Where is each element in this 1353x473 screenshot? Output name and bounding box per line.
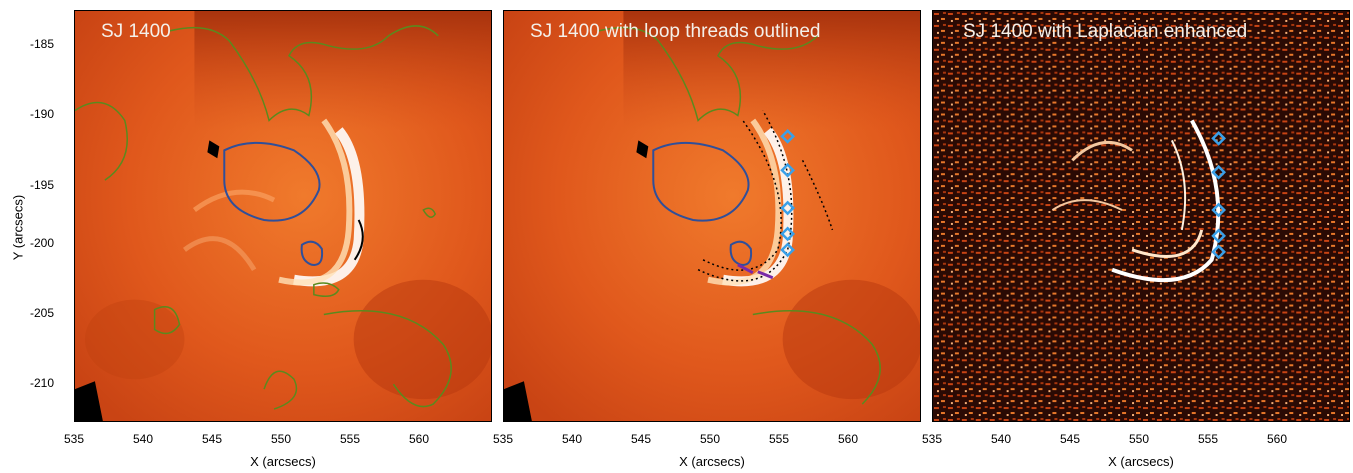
x-tick: 555 [1197, 432, 1219, 446]
x-tick: 545 [630, 432, 652, 446]
panel-sj1400: SJ 1400 [74, 10, 492, 422]
y-tick: -185 [30, 37, 55, 51]
panel-title: SJ 1400 [101, 21, 171, 42]
x-tick: 540 [990, 432, 1012, 446]
x-tick: 560 [1266, 432, 1288, 446]
panel-title: SJ 1400 with Laplacian enhanced [963, 21, 1248, 42]
x-tick: 545 [1059, 432, 1081, 446]
x-tick: 540 [561, 432, 583, 446]
x-tick: 535 [921, 432, 943, 446]
x-tick: 550 [699, 432, 721, 446]
y-axis-label: Y (arcsecs) [10, 194, 26, 261]
y-tick: -190 [30, 107, 55, 121]
laplacian-image [933, 11, 1349, 421]
x-tick: 555 [768, 432, 790, 446]
sj1400-image [75, 11, 491, 421]
y-tick: -200 [30, 236, 55, 250]
x-tick: 535 [63, 432, 85, 446]
y-tick: -195 [30, 178, 55, 192]
x-tick: 560 [837, 432, 859, 446]
panel-loop-threads: SJ 1400 with loop threads outlined [503, 10, 921, 422]
x-tick: 560 [408, 432, 430, 446]
loop-threads-image [504, 11, 920, 421]
x-tick: 550 [1128, 432, 1150, 446]
y-tick: -205 [30, 306, 55, 320]
x-axis-label: X (arcsecs) [679, 454, 745, 469]
x-tick: 550 [270, 432, 292, 446]
y-tick: -210 [30, 376, 55, 390]
panel-laplacian: SJ 1400 with Laplacian enhanced [932, 10, 1350, 422]
x-tick: 545 [201, 432, 223, 446]
x-tick: 535 [492, 432, 514, 446]
x-axis-label: X (arcsecs) [250, 454, 316, 469]
x-axis-label: X (arcsecs) [1108, 454, 1174, 469]
x-tick: 555 [339, 432, 361, 446]
x-tick: 540 [132, 432, 154, 446]
panel-title: SJ 1400 with loop threads outlined [530, 21, 821, 42]
